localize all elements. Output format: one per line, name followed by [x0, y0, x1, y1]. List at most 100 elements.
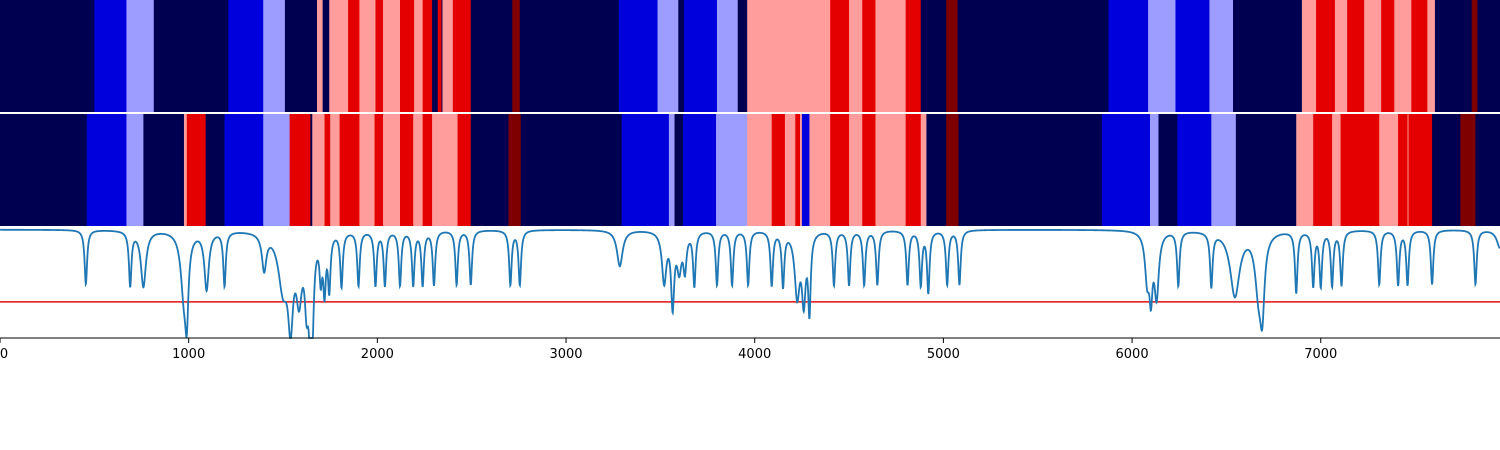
state-segment [322, 0, 330, 112]
state-segment [737, 0, 748, 112]
x-tick-label: 2000 [361, 347, 394, 362]
state-segment [920, 114, 927, 226]
state-segment [153, 0, 229, 112]
state-segment [781, 0, 831, 112]
x-tick-label: 0 [0, 347, 8, 362]
state-segment [508, 114, 522, 226]
state-segment [849, 114, 863, 226]
state-segment [1150, 114, 1159, 226]
state-segment [432, 0, 439, 112]
state-segment [512, 0, 521, 112]
state-segment [470, 0, 513, 112]
state-segment [224, 114, 264, 226]
state-segment [316, 0, 324, 112]
x-tick-label: 1000 [172, 347, 205, 362]
state-segment [830, 114, 850, 226]
signal-panel [0, 226, 1500, 339]
x-tick-label: 3000 [549, 347, 582, 362]
state-segment [862, 0, 876, 112]
state-segment [716, 114, 748, 226]
state-segment [1301, 0, 1317, 112]
state-segment [800, 114, 803, 226]
state-segment [657, 0, 679, 112]
state-segment [1175, 0, 1210, 112]
state-segment [0, 114, 88, 226]
state-segment [830, 0, 850, 112]
state-segment [1434, 0, 1473, 112]
signal-series-line [0, 228, 1500, 339]
state-segment [330, 114, 341, 226]
state-segment [1313, 114, 1333, 226]
state-segment [1408, 114, 1433, 226]
state-segment [520, 114, 623, 226]
state-segment [519, 0, 620, 112]
state-segment [1460, 114, 1476, 226]
state-segment [1407, 114, 1409, 226]
state-segment [289, 114, 311, 226]
state-segment [920, 0, 947, 112]
state-segment [383, 0, 401, 112]
x-axis: 0 1000 2000 3000 4000 5000 6000 7000 [0, 337, 1500, 362]
state-segment [1411, 0, 1428, 112]
state-segment [784, 114, 796, 226]
state-segment [457, 114, 472, 226]
state-row-top [0, 0, 1500, 112]
state-segment [957, 0, 1109, 112]
x-tick-label: 6000 [1116, 347, 1149, 362]
state-segment [310, 114, 313, 226]
state-segment [205, 114, 225, 226]
state-segment [374, 114, 384, 226]
state-segment [1398, 114, 1408, 226]
state-segment [1235, 114, 1297, 226]
state-segment [422, 114, 433, 226]
state-segment [186, 114, 207, 226]
state-segment [1477, 0, 1500, 112]
state-segment [946, 0, 958, 112]
state-segment [1332, 114, 1341, 226]
state-segment [621, 114, 670, 226]
state-segment [1108, 0, 1149, 112]
state-segment [946, 114, 959, 226]
state-segment [875, 0, 907, 112]
state-segment [618, 0, 658, 112]
state-segment [1211, 114, 1237, 226]
state-segment [312, 114, 325, 226]
state-segment [400, 114, 414, 226]
state-segment [1148, 0, 1176, 112]
state-segment [86, 114, 127, 226]
state-segment [470, 114, 509, 226]
state-segment [668, 114, 675, 226]
state-segment [1334, 0, 1348, 112]
state-segment [683, 114, 717, 226]
state-segment [795, 114, 801, 226]
state-segment [143, 114, 185, 226]
state-segment [339, 114, 360, 226]
state-segment [0, 0, 95, 112]
state-segment [849, 0, 863, 112]
state-segment [383, 114, 401, 226]
x-tick-label: 5000 [927, 347, 960, 362]
state-segment [1340, 114, 1380, 226]
state-segment [1101, 114, 1151, 226]
state-segment [1432, 114, 1461, 226]
state-segment [1364, 0, 1382, 112]
state-segment [1427, 0, 1436, 112]
state-segment [263, 0, 286, 112]
state-segment [126, 114, 144, 226]
state-segment [747, 0, 782, 112]
state-segment [126, 0, 155, 112]
state-segment [678, 0, 685, 112]
state-segment [284, 0, 318, 112]
state-segment [905, 114, 922, 226]
state-segment [1475, 114, 1500, 226]
state-segment [926, 114, 947, 226]
state-segment [375, 0, 384, 112]
state-segment [1471, 0, 1478, 112]
state-segment [359, 0, 376, 112]
state-segment [432, 114, 458, 226]
state-segment [1296, 114, 1314, 226]
state-segment [674, 114, 684, 226]
state-segment [324, 114, 331, 226]
state-segment [1379, 114, 1399, 226]
